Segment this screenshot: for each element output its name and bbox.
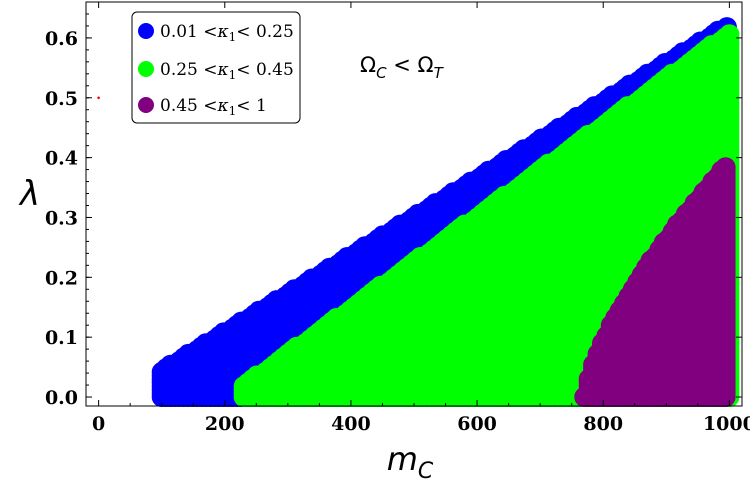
data-points [97,17,740,407]
